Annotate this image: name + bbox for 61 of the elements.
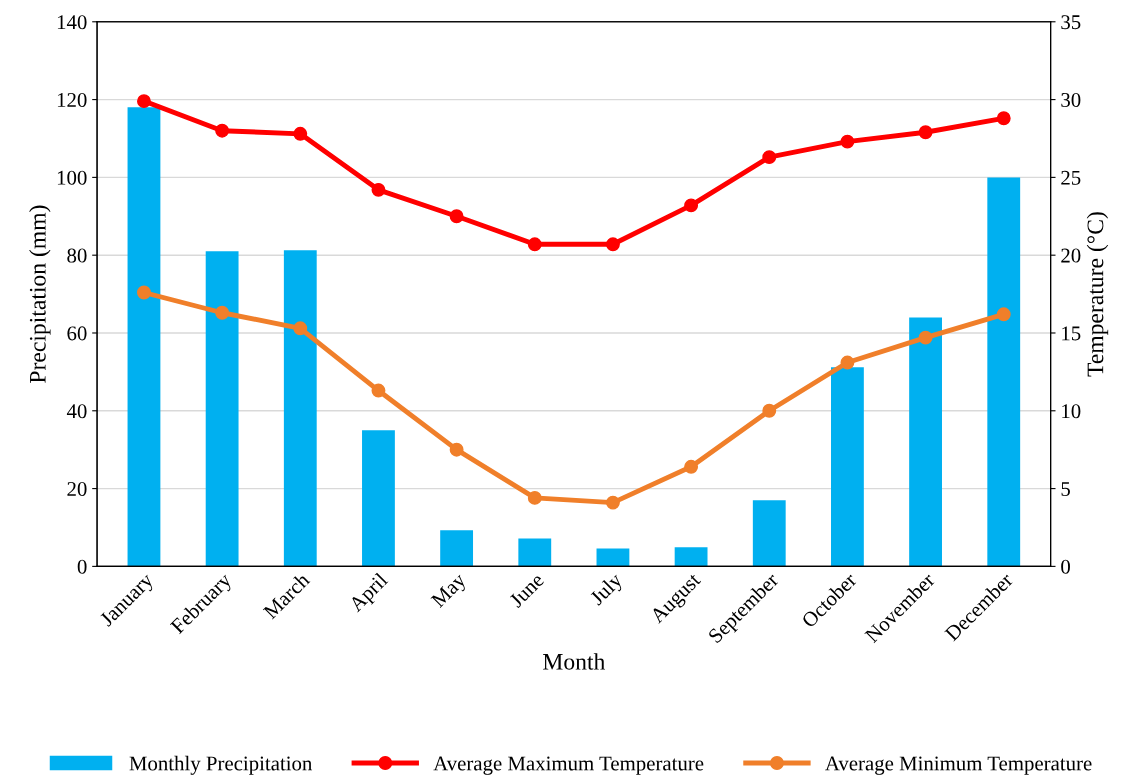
legend-label: Average Minimum Temperature — [825, 756, 1092, 775]
point — [684, 459, 699, 474]
y-tick-label: 20 — [67, 481, 87, 497]
point — [137, 285, 151, 300]
bar — [362, 430, 395, 567]
bar — [987, 177, 1021, 567]
y-tick-label: 80 — [67, 248, 87, 263]
bar — [752, 500, 786, 567]
y-tick-label: 120 — [57, 92, 87, 108]
y-tick-label: 60 — [67, 326, 87, 341]
y-axis-title: Precipitation (mm) — [29, 205, 51, 383]
point — [918, 330, 933, 345]
point — [371, 182, 386, 197]
y2-tick-label: 0 — [1061, 559, 1070, 574]
point — [371, 383, 386, 398]
y2-tick-label: 20 — [1061, 248, 1081, 263]
y-tick-label: 0 — [77, 559, 87, 574]
point — [840, 355, 855, 370]
x-axis-title: Month — [543, 653, 606, 670]
point — [527, 490, 542, 505]
point — [605, 237, 620, 252]
bar — [831, 367, 864, 567]
y2-tick-label: 10 — [1062, 404, 1081, 419]
point — [215, 123, 230, 138]
point — [527, 237, 542, 252]
y2-tick-label: 15 — [1062, 326, 1081, 341]
bar — [674, 547, 708, 567]
bar — [596, 548, 630, 567]
point — [840, 134, 855, 149]
y2-tick-label: 30 — [1061, 92, 1081, 108]
point — [684, 198, 699, 213]
y-tick-label: 140 — [57, 15, 87, 30]
y2-tick-label: 35 — [1061, 15, 1081, 30]
y2-tick-label: 25 — [1061, 170, 1081, 185]
legend-label: Average Maximum Temperature — [433, 756, 704, 775]
bar — [283, 250, 317, 567]
point — [293, 321, 308, 336]
point — [449, 442, 464, 457]
legend-label: Monthly Precipitation — [129, 755, 313, 775]
point — [449, 209, 464, 224]
point — [137, 94, 151, 109]
x-tick-label: May — [430, 571, 470, 612]
y2-tick-label: 5 — [1061, 482, 1070, 497]
bar — [909, 317, 942, 567]
bar — [205, 251, 239, 567]
point — [918, 125, 933, 140]
point — [215, 305, 230, 320]
x-tick-label: July — [588, 571, 627, 609]
x-tick-label: June — [508, 572, 545, 609]
bar — [127, 107, 161, 567]
point — [996, 307, 1011, 322]
point — [996, 111, 1011, 126]
point — [605, 495, 620, 510]
bar — [440, 530, 474, 567]
point — [762, 403, 777, 418]
bar — [518, 538, 552, 567]
point — [293, 126, 308, 141]
y2-axis-title: Temperature (°C) — [1086, 212, 1109, 377]
y-tick-label: 100 — [57, 170, 87, 185]
point — [762, 150, 777, 165]
y-tick-label: 40 — [66, 404, 87, 419]
